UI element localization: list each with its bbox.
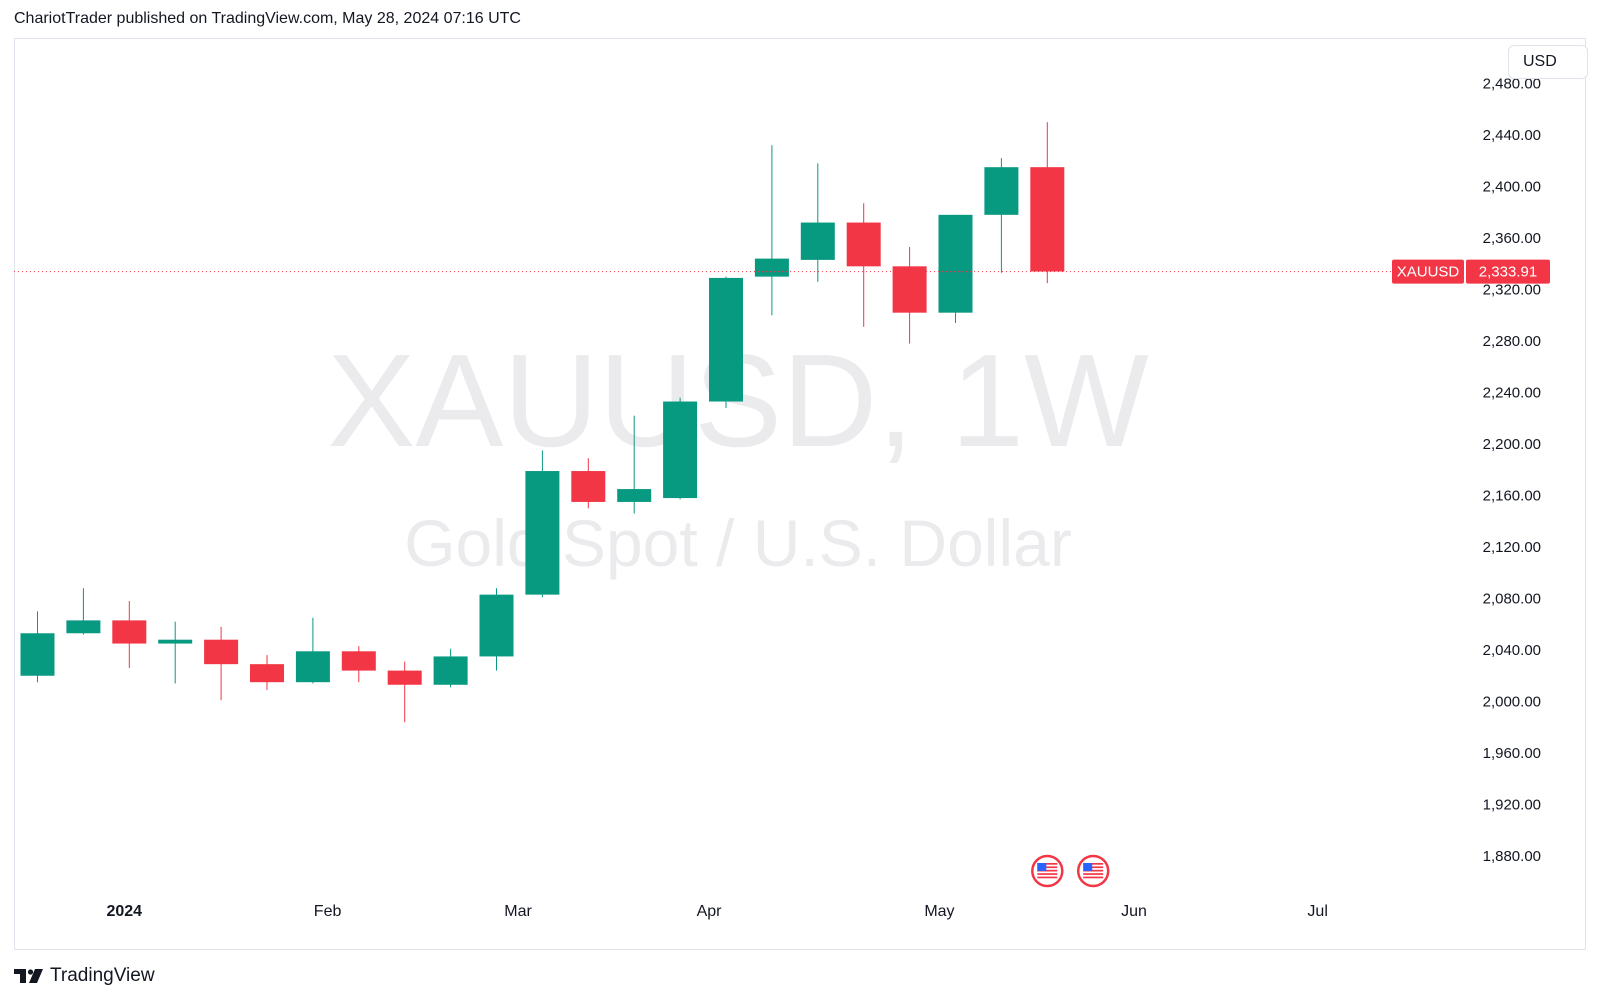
symbol-label: XAUUSD (1397, 264, 1460, 281)
published-info: ChariotTrader published on TradingView.c… (14, 10, 521, 27)
time-tick-label: Jun (1121, 903, 1147, 920)
candle-body (66, 620, 101, 634)
current-price-label: XAUUSD 2,333.91 (1392, 259, 1550, 284)
candle-body (663, 401, 698, 499)
price-tick-label: 2,480.00 (1483, 76, 1541, 93)
symbol-label-bg (1392, 259, 1464, 284)
events-layer (1031, 854, 1110, 888)
candle (112, 601, 147, 669)
candle (709, 276, 743, 408)
candle (341, 646, 376, 683)
price-tick-label: 1,960.00 (1483, 745, 1541, 762)
price-tick-label: 2,200.00 (1483, 436, 1541, 453)
price-tick-label: 1,880.00 (1483, 848, 1541, 865)
candle (571, 458, 606, 509)
price-axis[interactable]: 1,880.00 1,920.00 1,960.00 2,000.00 2,040.00… (1483, 76, 1541, 866)
candle-body (479, 594, 514, 657)
candle-body (341, 651, 376, 671)
candle-body (800, 222, 835, 260)
candle (66, 588, 101, 635)
candle-body (846, 222, 881, 267)
price-tick-label: 2,240.00 (1483, 385, 1541, 402)
candle (754, 145, 789, 316)
candle (1030, 122, 1065, 284)
candle-body (295, 651, 330, 683)
candle (525, 450, 560, 598)
time-tick-label: Mar (504, 903, 532, 920)
candle (387, 661, 422, 723)
us-flag-icon[interactable] (1076, 854, 1110, 888)
candle-body (754, 258, 789, 277)
candle (20, 611, 55, 683)
candle-body (387, 670, 422, 685)
price-tick-label: 2,440.00 (1483, 127, 1541, 144)
time-tick-label: Apr (697, 903, 723, 920)
candle-body (984, 167, 1019, 215)
price-tick-label: 1,920.00 (1483, 797, 1541, 814)
price-tick-label: 2,000.00 (1483, 694, 1541, 711)
price-tick-label: 2,280.00 (1483, 333, 1541, 350)
currency-button[interactable]: USD (1508, 45, 1588, 79)
candle-body (1030, 167, 1065, 272)
candle-body (892, 266, 927, 313)
us-flag-icon[interactable] (1031, 854, 1064, 888)
candle-body (158, 639, 193, 644)
candle (250, 655, 284, 690)
candle (892, 247, 927, 344)
time-tick-label: May (924, 903, 954, 920)
chart-frame[interactable] (14, 38, 1586, 950)
candle (479, 588, 514, 671)
time-tick-label: Feb (314, 903, 342, 920)
candle (984, 158, 1019, 273)
price-tick-label: 2,160.00 (1483, 488, 1541, 505)
time-tick-label: Jul (1307, 903, 1327, 920)
tradingview-logo-icon (14, 969, 43, 983)
candle-body (112, 620, 147, 644)
candle-body (433, 656, 468, 685)
price-value-label-bg (1466, 259, 1550, 284)
price-tick-label: 2,120.00 (1483, 539, 1541, 556)
tradingview-wordmark: TradingView (50, 965, 155, 986)
candle (295, 617, 330, 684)
candle (617, 415, 652, 514)
candle-body (250, 664, 284, 683)
watermark-description: Gold Spot / U.S. Dollar (404, 506, 1072, 580)
candle-body (709, 277, 743, 402)
candle-body (617, 489, 652, 502)
candle (158, 621, 193, 684)
price-tick-label: 2,400.00 (1483, 179, 1541, 196)
candle-body (525, 471, 560, 595)
candle (433, 648, 468, 688)
candle-body (938, 214, 973, 313)
time-tick-label: 2024 (106, 903, 142, 920)
price-tick-label: 2,040.00 (1483, 642, 1541, 659)
candle-body (20, 633, 55, 676)
candle (938, 214, 973, 323)
candle (204, 626, 239, 701)
candle-body (571, 471, 606, 502)
candle (663, 397, 698, 500)
price-tick-label: 2,080.00 (1483, 591, 1541, 608)
candle-body (204, 639, 239, 665)
candles-layer (20, 122, 1065, 723)
tradingview-brand[interactable]: TradingView (14, 965, 155, 987)
candle (846, 203, 881, 327)
time-axis[interactable]: 2024 Feb Mar Apr May Jun Jul (106, 903, 1327, 920)
price-value-label: 2,333.91 (1479, 264, 1537, 281)
price-tick-label: 2,360.00 (1483, 230, 1541, 247)
price-tick-label: 2,320.00 (1483, 282, 1541, 299)
candle (800, 163, 835, 282)
